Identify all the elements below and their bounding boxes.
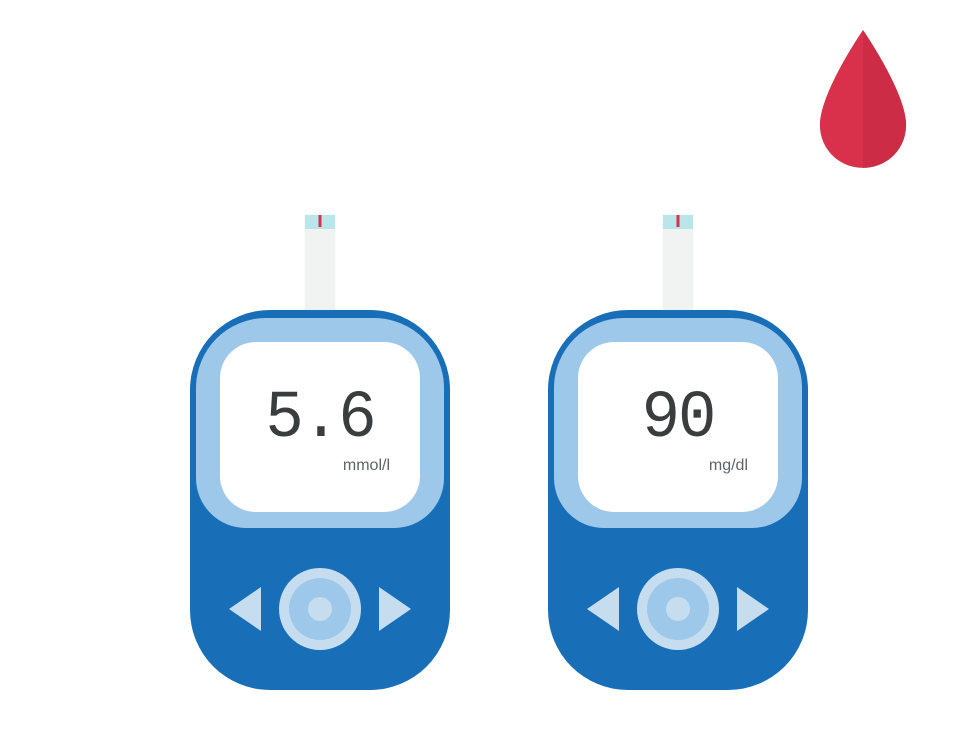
test-strip-blood-mark <box>677 215 680 227</box>
glucose-reading: 90 <box>642 385 715 452</box>
left-arrow-button[interactable] <box>229 587 261 631</box>
infographic-canvas: 5.6 mmol/l 90 mg/dl <box>0 0 975 755</box>
center-button-dot <box>666 597 690 621</box>
glucometer-left: 5.6 mmol/l <box>190 310 450 690</box>
device-screen: 90 mg/dl <box>578 342 778 512</box>
drop-shadow-half <box>863 30 906 168</box>
center-button-dot <box>308 597 332 621</box>
center-button[interactable] <box>279 568 361 650</box>
right-arrow-button[interactable] <box>737 587 769 631</box>
test-strip <box>305 215 335 325</box>
device-controls <box>548 568 808 650</box>
center-button-ring <box>647 578 709 640</box>
glucose-unit: mmol/l <box>343 457 390 475</box>
device-controls <box>190 568 450 650</box>
test-strip <box>663 215 693 325</box>
test-strip-blood-mark <box>319 215 322 227</box>
right-arrow-button[interactable] <box>379 587 411 631</box>
center-button-ring <box>289 578 351 640</box>
center-button[interactable] <box>637 568 719 650</box>
glucose-reading: 5.6 <box>265 385 374 452</box>
blood-drop-icon <box>808 30 918 170</box>
glucose-unit: mg/dl <box>709 457 748 475</box>
blood-drop-svg <box>808 30 918 170</box>
device-screen: 5.6 mmol/l <box>220 342 420 512</box>
glucometer-right: 90 mg/dl <box>548 310 808 690</box>
left-arrow-button[interactable] <box>587 587 619 631</box>
